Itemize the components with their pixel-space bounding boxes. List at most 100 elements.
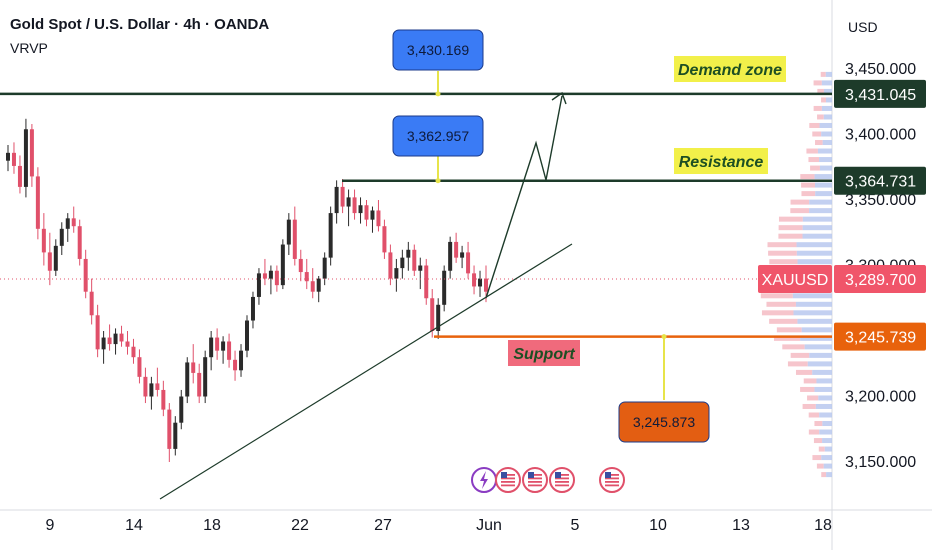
volume-profile-bar-buy (819, 412, 832, 418)
flag-stripe (501, 481, 515, 483)
candle (101, 337, 106, 350)
volume-profile-bar-buy (802, 233, 832, 239)
volume-profile-bar-buy (797, 318, 832, 324)
volume-profile-bar-buy (814, 386, 832, 392)
candle (77, 226, 82, 259)
volume-profile-bar-sell (810, 165, 820, 171)
candle (442, 270, 447, 305)
candle (388, 252, 393, 279)
volume-profile-bar-buy (822, 421, 832, 427)
candle (245, 320, 249, 351)
candle (83, 258, 88, 292)
volume-profile-bar-buy (821, 80, 832, 86)
projection-path[interactable] (485, 95, 563, 299)
callout-3362-box[interactable] (392, 115, 484, 157)
volume-profile-bar-buy (821, 131, 832, 137)
candle (250, 296, 255, 321)
candle (256, 273, 261, 297)
volume-profile-bar-buy (797, 259, 832, 265)
volume-profile-bar-sell (790, 208, 810, 214)
volume-profile-bar-buy (796, 242, 832, 248)
demand-price-badge-bg[interactable] (834, 79, 926, 108)
volume-profile-bar-sell (812, 455, 822, 461)
flag-stripe (501, 477, 515, 480)
candle (209, 337, 214, 358)
volume-profile-bar-buy (822, 140, 832, 146)
candle (233, 359, 238, 371)
x-tick-label: 14 (125, 517, 143, 534)
support-price-badge: 3,245.739 (845, 330, 916, 347)
volume-profile-bar-sell (778, 233, 803, 239)
support-price-badge-bg[interactable] (834, 322, 926, 351)
indicator-label[interactable]: VRVP (10, 40, 48, 56)
volume-profile-bar-sell (761, 310, 794, 316)
volume-profile-bar-sell (808, 429, 820, 435)
us-flag-event-icon[interactable] (549, 467, 575, 493)
us-flag-event-icon[interactable] (599, 467, 625, 493)
candle (418, 265, 423, 271)
volume-profile-bar-sell (800, 174, 815, 180)
y-tick-label: 3,450.000 (845, 61, 916, 78)
candle (262, 273, 267, 279)
flag-canton (555, 472, 561, 478)
volume-profile-bar-buy (814, 182, 832, 188)
resistance-price-badge-bg[interactable] (834, 166, 926, 195)
volume-profile-bar-buy (824, 446, 832, 452)
demand-zone-label-bg (674, 56, 786, 82)
candle (328, 213, 333, 258)
volume-profile-bar-sell (815, 140, 823, 146)
volume-profile-bar-sell (813, 80, 822, 86)
last-price-badge-bg[interactable] (834, 264, 926, 293)
x-tick-label: 5 (571, 517, 580, 534)
flag-canton (605, 472, 611, 478)
candle (280, 244, 285, 286)
volume-profile-bar-sell (808, 157, 820, 163)
arrow-head (551, 91, 567, 105)
volume-profile-bar-sell (760, 293, 793, 299)
volume-profile-bar-sell (807, 395, 819, 401)
symbol-badge-bg[interactable] (758, 264, 832, 293)
volume-profile-bar-sell (817, 114, 824, 120)
ascending-trendline[interactable] (159, 243, 573, 500)
candle (113, 333, 118, 345)
resistance-price-badge: 3,364.731 (845, 174, 916, 191)
candle (370, 210, 375, 220)
callout-3245-box[interactable] (618, 401, 710, 443)
volume-profile-bar-buy (819, 429, 832, 435)
candle (436, 304, 441, 331)
us-flag-event-icon[interactable] (522, 467, 548, 493)
volume-profile-bar-sell (800, 386, 815, 392)
volume-profile-bar-buy (814, 174, 832, 180)
volume-profile-bar-sell (813, 105, 822, 111)
candle (472, 273, 477, 287)
candle (478, 278, 483, 287)
candle (143, 376, 148, 397)
volume-profile-bar-buy (815, 403, 832, 409)
us-flag-event-icon[interactable] (495, 467, 521, 493)
last-price-badge: 3,289.700 (845, 272, 916, 289)
volume-profile-bar-sell (773, 335, 801, 341)
candle (161, 389, 166, 410)
volume-profile-bar-buy (819, 122, 832, 128)
volume-profile-bar-sell (809, 122, 820, 128)
flag-canton (528, 472, 534, 478)
volume-profile-bar-sell (778, 216, 803, 222)
callout-3430-box[interactable] (392, 29, 484, 71)
flag-stripe (528, 484, 542, 487)
candle (6, 152, 10, 161)
candle (268, 270, 273, 279)
volume-profile-bar-buy (802, 225, 832, 231)
volume-profile-bar-sell (766, 301, 796, 307)
candle (340, 186, 345, 207)
candle (274, 270, 279, 286)
candle (406, 249, 411, 258)
volume-profile-bar-buy (825, 71, 832, 77)
volume-profile-bar-sell (782, 344, 805, 350)
volume-profile-bar-sell (802, 403, 816, 409)
volume-profile-bar-sell (803, 378, 817, 384)
support-label: Support (513, 346, 575, 363)
candle (17, 165, 22, 187)
candle (65, 218, 70, 229)
volume-profile-bar-buy (819, 157, 832, 163)
